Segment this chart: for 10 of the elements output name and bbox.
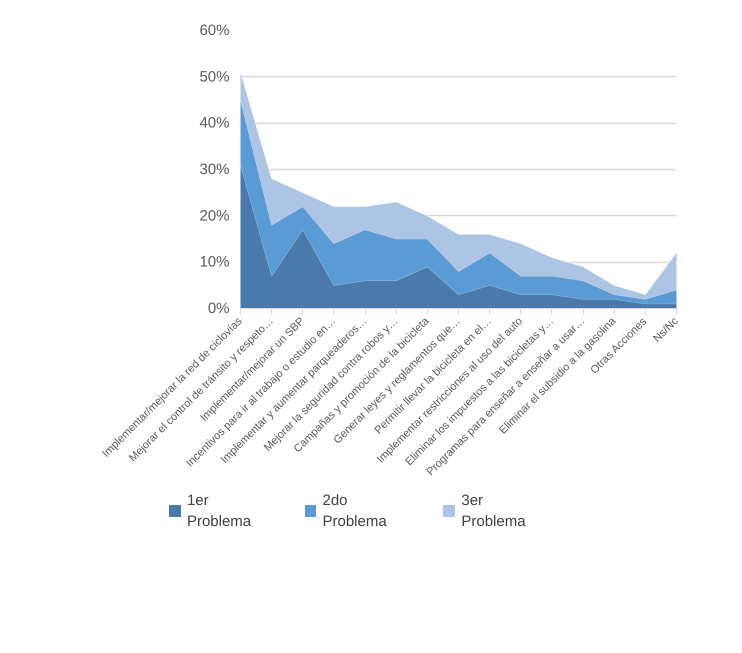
y-tick-label: 20% — [199, 207, 230, 224]
y-tick-label: 60% — [199, 22, 230, 39]
y-tick-label: 10% — [199, 254, 230, 271]
y-tick-label: 50% — [199, 68, 230, 86]
legend-label: 2do Problema — [322, 491, 388, 532]
y-tick-label: 30% — [199, 161, 230, 178]
y-tick-label: 0% — [208, 300, 230, 317]
y-tick-label: 40% — [199, 114, 230, 132]
legend-label: 3er Problema — [461, 491, 527, 532]
legend-label: 1er Problema — [186, 491, 252, 532]
